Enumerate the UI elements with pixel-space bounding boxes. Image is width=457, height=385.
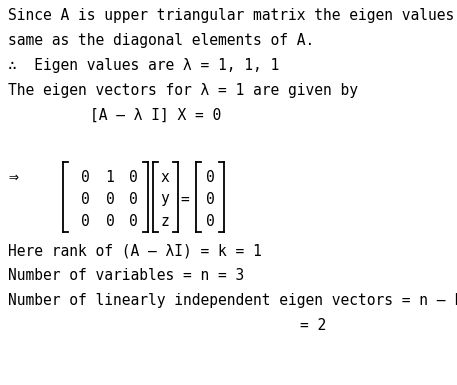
Text: The eigen vectors for λ = 1 are given by: The eigen vectors for λ = 1 are given by [8, 83, 358, 98]
Text: [A – λ I] X = 0: [A – λ I] X = 0 [90, 108, 221, 123]
Text: 0: 0 [206, 191, 214, 206]
Text: 0: 0 [128, 169, 138, 184]
Text: Here rank of (A – λI) = k = 1: Here rank of (A – λI) = k = 1 [8, 243, 262, 258]
Text: 0: 0 [206, 214, 214, 229]
Text: 0: 0 [80, 169, 90, 184]
Text: Number of variables = n = 3: Number of variables = n = 3 [8, 268, 244, 283]
Text: z: z [160, 214, 170, 229]
Text: 0: 0 [106, 214, 114, 229]
Text: 0: 0 [128, 214, 138, 229]
Text: Number of linearly independent eigen vectors = n – k: Number of linearly independent eigen vec… [8, 293, 457, 308]
Text: ∴  Eigen values are λ = 1, 1, 1: ∴ Eigen values are λ = 1, 1, 1 [8, 58, 279, 73]
Text: 0: 0 [80, 214, 90, 229]
Text: = 2: = 2 [300, 318, 326, 333]
Text: 0: 0 [128, 191, 138, 206]
Text: Since A is upper triangular matrix the eigen values are: Since A is upper triangular matrix the e… [8, 8, 457, 23]
Text: y: y [160, 191, 170, 206]
Text: 0: 0 [106, 191, 114, 206]
Text: 1: 1 [106, 169, 114, 184]
Text: 0: 0 [80, 191, 90, 206]
Text: ⇒: ⇒ [8, 168, 18, 186]
Text: same as the diagonal elements of A.: same as the diagonal elements of A. [8, 33, 314, 48]
Text: x: x [160, 169, 170, 184]
Text: 0: 0 [206, 169, 214, 184]
Text: =: = [181, 191, 189, 206]
